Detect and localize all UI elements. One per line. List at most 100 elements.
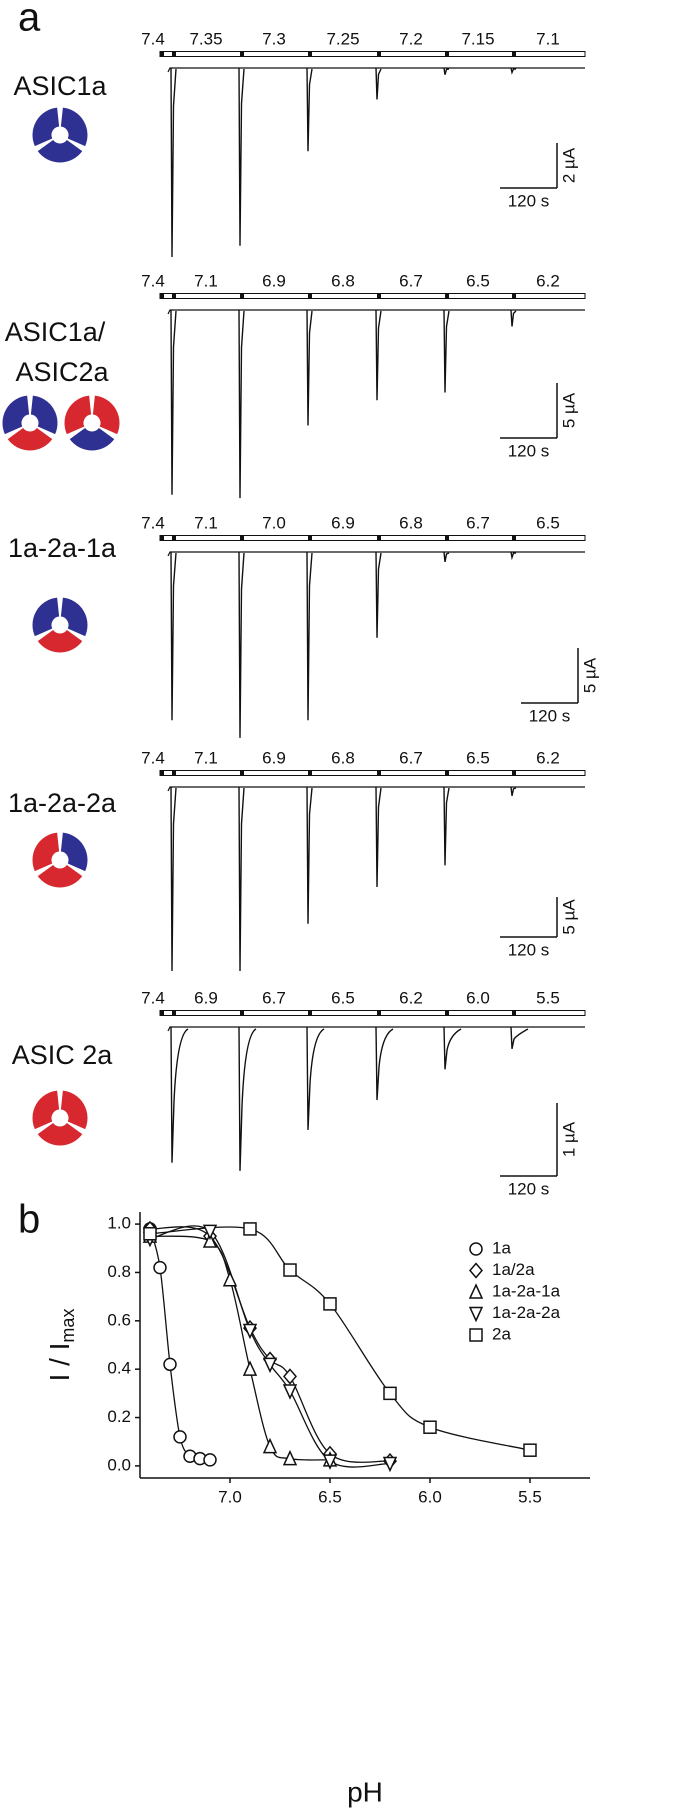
legend-marker: [469, 1328, 483, 1342]
ph-label: 6.9: [262, 271, 286, 290]
ph-label: 7.1: [194, 271, 218, 290]
stimulus-switch: [308, 293, 312, 299]
stimulus-switch: [160, 770, 164, 776]
x-axis-label: pH: [347, 1776, 383, 1807]
subunit-icon: [37, 1122, 83, 1146]
fit-curve: [149, 1235, 331, 1461]
ph-label: 6.8: [399, 513, 423, 532]
stimulus-switch: [308, 51, 312, 57]
ph-label: 6.8: [331, 271, 355, 290]
trace-baseline: [167, 786, 585, 792]
data-point: [262, 1437, 278, 1454]
current-scale-label: 5 µA: [559, 899, 578, 935]
legend-label: 1a: [492, 1238, 511, 1257]
current-peak: [306, 551, 313, 721]
legend-label: 2a: [492, 1324, 511, 1343]
trace-baseline: [167, 1026, 585, 1032]
ph-label: 6.7: [399, 748, 423, 767]
current-peak: [306, 1026, 325, 1130]
stimulus-bar: [159, 1010, 586, 1016]
current-peak: [443, 786, 450, 866]
subunit-icon: [69, 427, 115, 451]
current-peak: [170, 786, 177, 972]
data-point: [163, 1357, 177, 1372]
stimulus-switch: [377, 770, 381, 776]
x-tick-label: 5.5: [518, 1487, 542, 1506]
ph-label: 6.9: [331, 513, 355, 532]
x-tick-label: 6.0: [418, 1487, 442, 1506]
data-point: [423, 1420, 437, 1434]
ph-label: 6.9: [194, 988, 218, 1007]
stimulus-switch: [172, 1010, 176, 1016]
stimulus-switch: [240, 1010, 244, 1016]
x-tick-label: 6.5: [318, 1487, 342, 1506]
stimulus-switch: [445, 293, 449, 299]
stimulus-switch: [445, 770, 449, 776]
data-point: [523, 1443, 537, 1457]
y-tick-label: 0.6: [107, 1310, 131, 1329]
stimulus-switch: [445, 535, 449, 541]
subunit-icon: [92, 395, 120, 435]
stimulus-switch: [172, 770, 176, 776]
current-scale-label: 1 µA: [559, 1121, 578, 1157]
y-axis-label-main: I / I: [44, 1343, 75, 1382]
subunit-icon: [37, 629, 83, 653]
stimulus-bar: [159, 770, 586, 776]
current-peak: [375, 309, 382, 401]
y-tick-label: 0.2: [107, 1407, 131, 1426]
ph-label: 7.2: [399, 29, 423, 48]
construct-name: 1a-2a-2a: [8, 788, 117, 818]
ph-label: 7.1: [536, 29, 560, 48]
y-tick-label: 0.4: [107, 1359, 131, 1378]
current-peak: [238, 309, 245, 499]
construct-name: 1a-2a-1a: [8, 533, 117, 563]
current-peak: [510, 551, 517, 561]
trace-baseline: [167, 551, 585, 557]
legend-label: 1a-2a-1a: [492, 1281, 561, 1300]
subunit-icon: [37, 139, 83, 163]
subunit-icon: [32, 832, 60, 872]
subunit-icon: [7, 427, 53, 451]
stimulus-bar: [159, 51, 586, 57]
subunit-icon: [32, 107, 60, 147]
subunit-icon: [2, 395, 30, 435]
stimulus-switch: [377, 51, 381, 57]
current-peak: [375, 786, 382, 888]
stimulus-switch: [160, 535, 164, 541]
current-peak: [510, 309, 517, 327]
legend-marker: [469, 1242, 483, 1256]
ph-label: 7.1: [194, 748, 218, 767]
legend-marker: [468, 1306, 484, 1323]
current-peak: [443, 551, 450, 563]
ph-label: 7.1: [194, 513, 218, 532]
y-axis-label: I / Imax: [44, 1309, 77, 1382]
data-point: [243, 1222, 257, 1236]
current-peak: [375, 1026, 394, 1101]
current-peak: [375, 551, 382, 638]
ph-label: 7.15: [461, 29, 494, 48]
current-peak: [238, 551, 245, 738]
trace-baseline: [167, 309, 585, 315]
subunit-icon: [37, 864, 83, 888]
stimulus-switch: [512, 770, 516, 776]
y-tick-label: 1.0: [107, 1214, 131, 1233]
current-peak: [170, 309, 177, 495]
stimulus-bar: [159, 293, 586, 299]
ph-label: 6.5: [331, 988, 355, 1007]
data-point: [203, 1453, 217, 1467]
stimulus-switch: [512, 1010, 516, 1016]
current-scale-label: 2 µA: [559, 147, 578, 183]
stimulus-switch: [240, 770, 244, 776]
stimulus-switch: [240, 51, 244, 57]
current-peak: [306, 309, 313, 426]
current-peak: [238, 786, 245, 972]
subunit-icon: [60, 1090, 88, 1130]
current-peak: [238, 1026, 257, 1171]
data-point: [143, 1227, 157, 1241]
stimulus-switch: [172, 51, 176, 57]
ph-label: 7.35: [189, 29, 222, 48]
current-peak: [170, 67, 177, 258]
subunit-icon: [60, 107, 88, 147]
legend-label: 1a-2a-2a: [492, 1303, 561, 1322]
